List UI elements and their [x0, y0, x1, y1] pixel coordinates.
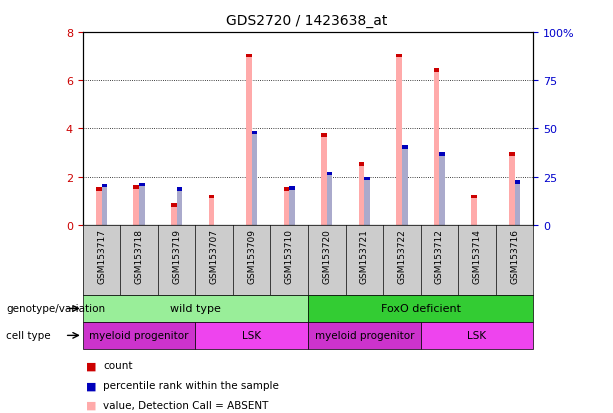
Text: GSM153722: GSM153722	[397, 228, 406, 283]
Bar	[134, 185, 139, 189]
Bar	[440, 153, 445, 225]
Bar	[308, 322, 421, 349]
Text: ■: ■	[86, 361, 96, 370]
Text: LSK: LSK	[242, 330, 261, 341]
Bar	[83, 322, 196, 349]
Bar	[434, 69, 440, 225]
Text: GSM153719: GSM153719	[172, 228, 181, 283]
Bar	[196, 322, 308, 349]
Text: GSM153712: GSM153712	[435, 228, 444, 283]
Bar	[208, 195, 214, 199]
Bar	[514, 180, 520, 225]
Text: ■: ■	[86, 400, 96, 410]
Bar	[246, 55, 252, 225]
Text: value, Detection Call = ABSENT: value, Detection Call = ABSENT	[103, 400, 268, 410]
Text: GSM153721: GSM153721	[360, 228, 369, 283]
Text: percentile rank within the sample: percentile rank within the sample	[103, 380, 279, 390]
Bar	[359, 163, 364, 166]
Text: GSM153717: GSM153717	[97, 228, 106, 283]
Text: wild type: wild type	[170, 304, 221, 314]
Bar	[289, 187, 295, 225]
Text: myeloid progenitor: myeloid progenitor	[89, 330, 189, 341]
Bar	[284, 188, 289, 225]
Bar	[171, 204, 177, 207]
Bar	[177, 188, 182, 225]
Bar	[471, 195, 477, 225]
Text: GSM153710: GSM153710	[285, 228, 294, 283]
Bar	[364, 177, 370, 225]
Text: GSM153716: GSM153716	[510, 228, 519, 283]
Text: GSM153709: GSM153709	[247, 228, 256, 283]
Bar	[514, 180, 520, 184]
Bar	[396, 55, 402, 58]
Bar	[509, 153, 514, 225]
Bar	[396, 55, 402, 225]
Bar	[471, 195, 477, 199]
Bar	[96, 188, 102, 192]
Bar	[83, 295, 308, 322]
Bar	[308, 295, 533, 322]
Bar	[102, 184, 107, 225]
Bar	[171, 204, 177, 225]
Bar	[509, 153, 514, 157]
Bar	[434, 69, 440, 73]
Text: genotype/variation: genotype/variation	[6, 304, 105, 314]
Bar	[177, 188, 182, 192]
Text: myeloid progenitor: myeloid progenitor	[314, 330, 414, 341]
Bar	[252, 131, 257, 225]
Text: count: count	[103, 361, 132, 370]
Bar	[327, 172, 332, 176]
Bar	[364, 177, 370, 180]
Bar	[402, 146, 408, 150]
Bar	[246, 55, 252, 58]
Text: GSM153707: GSM153707	[210, 228, 219, 283]
Bar	[139, 183, 145, 187]
Bar	[321, 134, 327, 138]
Bar	[284, 188, 289, 192]
Bar	[359, 163, 364, 225]
Bar	[96, 188, 102, 225]
Bar	[402, 146, 408, 225]
Bar	[208, 195, 214, 225]
Text: GSM153714: GSM153714	[473, 228, 481, 283]
Text: GSM153718: GSM153718	[135, 228, 143, 283]
Bar	[321, 134, 327, 225]
Text: LSK: LSK	[468, 330, 487, 341]
Bar	[440, 153, 445, 157]
Bar	[289, 187, 295, 190]
Text: GDS2720 / 1423638_at: GDS2720 / 1423638_at	[226, 14, 387, 28]
Bar	[252, 131, 257, 135]
Bar	[134, 185, 139, 225]
Bar	[327, 172, 332, 225]
Text: ■: ■	[86, 380, 96, 390]
Bar	[421, 322, 533, 349]
Text: cell type: cell type	[6, 330, 51, 341]
Text: GSM153720: GSM153720	[322, 228, 331, 283]
Bar	[102, 184, 107, 188]
Bar	[139, 183, 145, 225]
Text: FoxO deficient: FoxO deficient	[381, 304, 461, 314]
